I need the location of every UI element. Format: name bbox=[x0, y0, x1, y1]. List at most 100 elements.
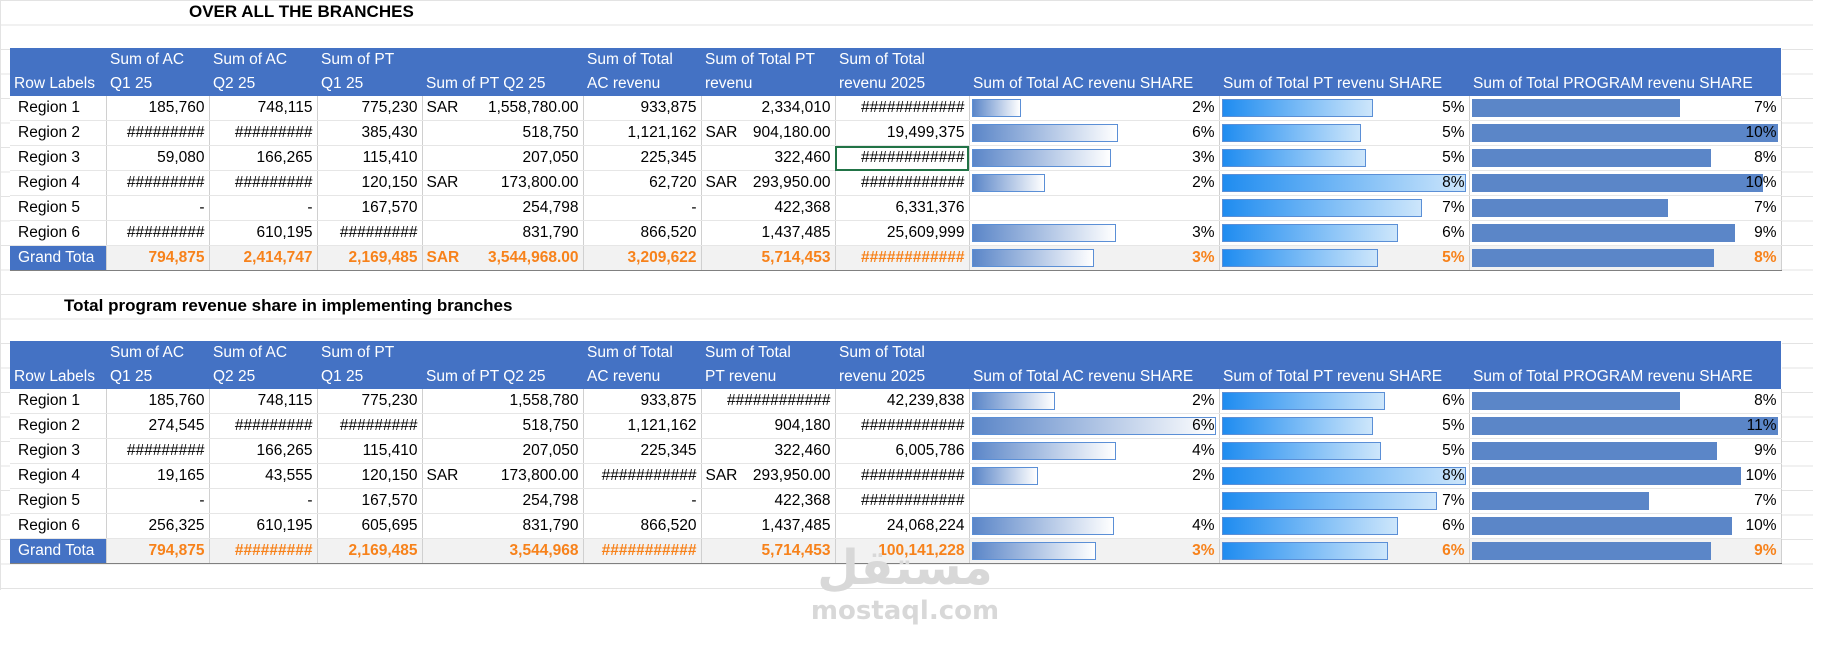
cell-sum-pt-q1[interactable]: 120,150 bbox=[317, 463, 423, 489]
cell-total-ac-revenu[interactable]: 933,875 bbox=[583, 389, 702, 414]
cell-sum-ac-q2[interactable]: ######### bbox=[209, 170, 318, 196]
cell-total-revenu-2025[interactable]: ############ bbox=[835, 96, 970, 121]
header-ac-share[interactable]: Sum of Total AC revenu SHARE bbox=[969, 72, 1219, 96]
cell-total-pt-revenu[interactable]: 322,460 bbox=[701, 145, 836, 171]
cell-ac-share[interactable] bbox=[969, 195, 1220, 221]
cell-program-share[interactable]: 9% bbox=[1469, 438, 1782, 464]
cell-total-revenu-2025[interactable]: ############ bbox=[835, 413, 970, 439]
cell-sum-ac-q1[interactable]: 185,760 bbox=[106, 389, 210, 414]
cell-sum-ac-q2[interactable]: 43,555 bbox=[209, 463, 318, 489]
cell-program-share[interactable]: 7% bbox=[1469, 488, 1782, 514]
header-pt-share[interactable]: Sum of Total PT revenu SHARE bbox=[1219, 365, 1469, 389]
cell-row-label[interactable]: Region 4 bbox=[10, 463, 107, 489]
cell-sum-ac-q2[interactable]: 748,115 bbox=[209, 96, 318, 121]
cell-pt-share[interactable]: 6% bbox=[1219, 389, 1470, 414]
header-sum-ac-q2[interactable]: Sum of AC bbox=[209, 48, 317, 72]
cell-total-ac-revenu[interactable]: 3,209,622 bbox=[583, 245, 702, 271]
cell-total-pt-revenu[interactable]: 904,180 bbox=[701, 413, 836, 439]
cell-sum-ac-q1[interactable]: 19,165 bbox=[106, 463, 210, 489]
cell-sum-ac-q1[interactable]: 59,080 bbox=[106, 145, 210, 171]
header-ac-share[interactable] bbox=[969, 48, 1219, 72]
header-row-label[interactable] bbox=[10, 341, 106, 365]
header-sum-ac-q1[interactable]: Sum of AC bbox=[106, 48, 209, 72]
header-total-pt-revenu[interactable]: PT revenu bbox=[701, 365, 835, 389]
cell-total-revenu-2025[interactable]: 6,005,786 bbox=[835, 438, 970, 464]
cell-pt-share[interactable]: 5% bbox=[1219, 96, 1470, 121]
cell-ac-share[interactable] bbox=[969, 488, 1220, 514]
header-pt-share[interactable] bbox=[1219, 341, 1469, 365]
cell-total-ac-revenu[interactable]: 225,345 bbox=[583, 145, 702, 171]
cell-program-share[interactable]: 10% bbox=[1469, 170, 1782, 196]
header-total-pt-revenu[interactable]: revenu bbox=[701, 72, 835, 96]
cell-pt-share[interactable]: 5% bbox=[1219, 245, 1470, 271]
cell-total-revenu-2025[interactable]: ############ bbox=[835, 145, 970, 171]
cell-program-share[interactable]: 8% bbox=[1469, 389, 1782, 414]
header-total-ac-revenu[interactable]: Sum of Total bbox=[583, 341, 701, 365]
cell-sum-pt-q1[interactable]: 605,695 bbox=[317, 513, 423, 539]
cell-sum-pt-q1[interactable]: 775,230 bbox=[317, 96, 423, 121]
cell-total-pt-revenu[interactable]: 1,437,485 bbox=[701, 220, 836, 246]
header-program-share[interactable] bbox=[1469, 341, 1781, 365]
header-sum-ac-q1[interactable]: Q1 25 bbox=[106, 72, 209, 96]
cell-total-revenu-2025[interactable]: ############ bbox=[835, 488, 970, 514]
header-sum-pt-q2[interactable] bbox=[422, 48, 583, 72]
cell-program-share[interactable]: 11% bbox=[1469, 413, 1782, 439]
cell-row-label[interactable]: Region 1 bbox=[10, 389, 107, 414]
header-total-revenu-2025[interactable]: Sum of Total bbox=[835, 341, 969, 365]
cell-sum-pt-q2[interactable]: SAR 3,544,968.00 bbox=[422, 245, 584, 271]
cell-row-label[interactable]: Region 3 bbox=[10, 438, 107, 464]
cell-ac-share[interactable]: 3% bbox=[969, 245, 1220, 271]
cell-sum-ac-q1[interactable]: ######### bbox=[106, 438, 210, 464]
cell-total-revenu-2025[interactable]: ############ bbox=[835, 170, 970, 196]
cell-total-ac-revenu[interactable]: ########### bbox=[583, 463, 702, 489]
cell-total-pt-revenu[interactable]: 422,368 bbox=[701, 488, 836, 514]
cell-sum-ac-q1[interactable]: 256,325 bbox=[106, 513, 210, 539]
cell-pt-share[interactable]: 5% bbox=[1219, 145, 1470, 171]
header-sum-ac-q1[interactable]: Q1 25 bbox=[106, 365, 209, 389]
cell-program-share[interactable]: 7% bbox=[1469, 96, 1782, 121]
cell-sum-pt-q1[interactable]: ######### bbox=[317, 413, 423, 439]
cell-pt-share[interactable]: 8% bbox=[1219, 170, 1470, 196]
cell-total-revenu-2025[interactable]: 25,609,999 bbox=[835, 220, 970, 246]
header-sum-ac-q2[interactable]: Sum of AC bbox=[209, 341, 317, 365]
cell-total-ac-revenu[interactable]: 866,520 bbox=[583, 220, 702, 246]
cell-total-pt-revenu[interactable]: 2,334,010 bbox=[701, 96, 836, 121]
cell-total-revenu-2025[interactable]: 24,068,224 bbox=[835, 513, 970, 539]
header-total-pt-revenu[interactable]: Sum of Total PT bbox=[701, 48, 835, 72]
cell-total-revenu-2025[interactable]: 6,331,376 bbox=[835, 195, 970, 221]
header-sum-ac-q1[interactable]: Sum of AC bbox=[106, 341, 209, 365]
cell-row-label[interactable]: Region 1 bbox=[10, 96, 107, 121]
cell-sum-ac-q2[interactable]: 748,115 bbox=[209, 389, 318, 414]
cell-total-ac-revenu[interactable]: 1,121,162 bbox=[583, 413, 702, 439]
header-total-ac-revenu[interactable]: AC revenu bbox=[583, 365, 701, 389]
cell-sum-pt-q2[interactable]: SAR 173,800.00 bbox=[422, 170, 584, 196]
cell-program-share[interactable]: 8% bbox=[1469, 245, 1782, 271]
cell-row-label[interactable]: Region 3 bbox=[10, 145, 107, 171]
cell-total-revenu-2025[interactable]: 19,499,375 bbox=[835, 120, 970, 146]
cell-total-pt-revenu[interactable]: 322,460 bbox=[701, 438, 836, 464]
cell-ac-share[interactable]: 6% bbox=[969, 413, 1220, 439]
cell-sum-pt-q2[interactable]: 1,558,780 bbox=[422, 389, 584, 414]
cell-pt-share[interactable]: 6% bbox=[1219, 513, 1470, 539]
header-sum-pt-q1[interactable]: Sum of PT bbox=[317, 341, 422, 365]
cell-ac-share[interactable]: 3% bbox=[969, 145, 1220, 171]
cell-sum-ac-q1[interactable]: - bbox=[106, 488, 210, 514]
cell-sum-ac-q2[interactable]: ######### bbox=[209, 413, 318, 439]
header-total-revenu-2025[interactable]: revenu 2025 bbox=[835, 365, 969, 389]
header-sum-pt-q2[interactable] bbox=[422, 341, 583, 365]
cell-sum-pt-q2[interactable]: 3,544,968 bbox=[422, 538, 584, 564]
cell-total-ac-revenu[interactable]: - bbox=[583, 488, 702, 514]
cell-ac-share[interactable]: 4% bbox=[969, 513, 1220, 539]
cell-pt-share[interactable]: 8% bbox=[1219, 463, 1470, 489]
header-pt-share[interactable] bbox=[1219, 48, 1469, 72]
header-program-share[interactable] bbox=[1469, 48, 1781, 72]
header-total-ac-revenu[interactable]: AC revenu bbox=[583, 72, 701, 96]
header-sum-ac-q2[interactable]: Q2 25 bbox=[209, 365, 317, 389]
cell-sum-pt-q2[interactable]: 254,798 bbox=[422, 195, 584, 221]
cell-pt-share[interactable]: 7% bbox=[1219, 195, 1470, 221]
cell-total-ac-revenu[interactable]: 1,121,162 bbox=[583, 120, 702, 146]
cell-total-pt-revenu[interactable]: 5,714,453 bbox=[701, 538, 836, 564]
cell-program-share[interactable]: 7% bbox=[1469, 195, 1782, 221]
cell-pt-share[interactable]: 6% bbox=[1219, 220, 1470, 246]
cell-sum-ac-q2[interactable]: 2,414,747 bbox=[209, 245, 318, 271]
